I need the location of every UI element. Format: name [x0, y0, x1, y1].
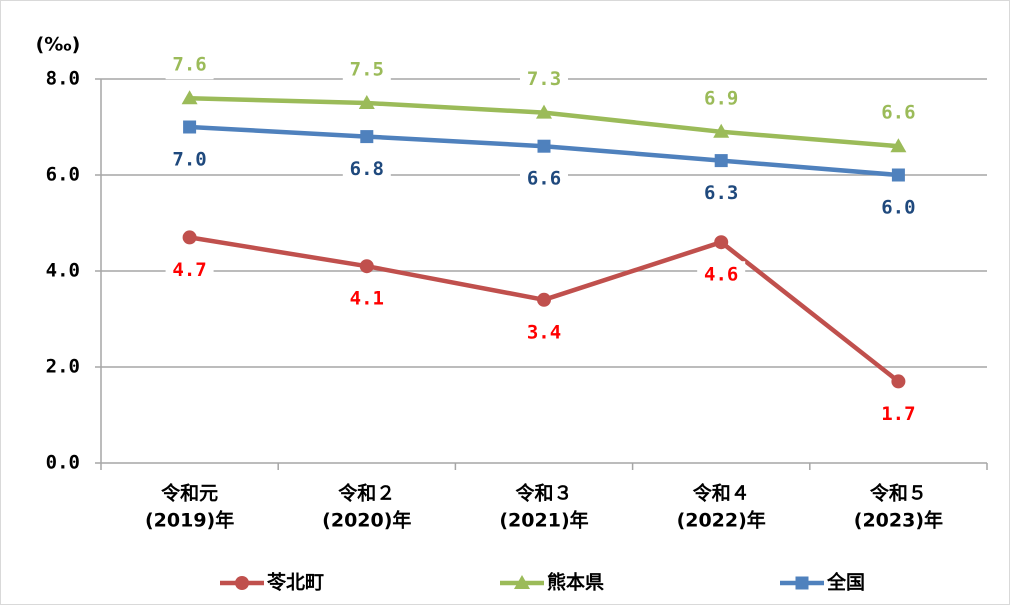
marker [358, 95, 375, 109]
marker [890, 138, 907, 153]
label-background [520, 318, 568, 347]
label-background [697, 179, 746, 208]
label-background [165, 51, 214, 80]
y-tick-label: 8.0 [46, 68, 80, 90]
data-label: 7.5 [350, 59, 384, 81]
y-axis-label: (‰) [36, 34, 81, 56]
label-background [342, 155, 391, 184]
marker [360, 130, 374, 144]
x-tick-label: (2022)年 [677, 509, 766, 532]
data-label: 7.3 [527, 68, 561, 90]
label-background [520, 165, 568, 194]
marker [536, 104, 552, 119]
marker [891, 168, 905, 182]
y-tick-label: 4.0 [46, 260, 80, 282]
data-label: 7.0 [172, 149, 206, 171]
label-background [165, 146, 214, 174]
data-label: 4.6 [704, 264, 738, 286]
x-tick-label: 令和５ [870, 482, 927, 505]
data-label: 6.3 [704, 182, 738, 204]
x-tick-label: 令和元 [161, 482, 218, 505]
marker [182, 230, 197, 245]
x-tick-label: (2020)年 [322, 509, 411, 532]
marker [891, 374, 906, 389]
marker [795, 576, 809, 590]
data-label: 3.4 [527, 321, 561, 343]
label-background [520, 65, 568, 94]
label-background [874, 194, 923, 222]
y-tick-label: 0.0 [46, 452, 80, 474]
y-tick-label: 6.0 [46, 164, 80, 186]
x-tick-label: 令和３ [515, 482, 572, 505]
x-tick-label: (2021)年 [499, 509, 588, 532]
x-tick-label: (2023)年 [854, 509, 943, 532]
x-tick-label: 令和４ [693, 482, 750, 505]
label-background [342, 285, 391, 314]
x-tick-label: (2019)年 [145, 509, 234, 532]
legend-label: 苓北町 [266, 571, 324, 594]
x-tick-label: 令和２ [338, 482, 395, 505]
marker [713, 123, 730, 138]
label-background [165, 256, 214, 285]
marker [714, 235, 729, 250]
data-label: 6.9 [704, 87, 738, 109]
y-tick-label: 2.0 [46, 356, 80, 378]
data-label: 7.6 [172, 54, 206, 76]
label-background [342, 56, 391, 84]
data-label: 1.7 [881, 403, 915, 425]
data-label: 4.7 [172, 259, 206, 281]
data-label: 6.8 [350, 158, 384, 180]
marker [537, 292, 551, 307]
label-background [697, 261, 746, 290]
legend-label: 熊本県 [547, 571, 604, 594]
data-label: 6.6 [527, 168, 561, 190]
label-background [874, 400, 923, 429]
marker [181, 90, 198, 105]
data-label: 6.6 [881, 102, 915, 124]
marker [359, 259, 374, 274]
marker [514, 575, 530, 589]
data-label: 6.0 [881, 197, 915, 219]
marker [183, 120, 197, 134]
legend-label: 全国 [826, 571, 865, 594]
marker [537, 139, 551, 153]
marker [714, 154, 728, 168]
label-background [874, 99, 923, 128]
label-background [697, 84, 746, 113]
data-label: 4.1 [350, 288, 384, 310]
marker [235, 576, 249, 590]
